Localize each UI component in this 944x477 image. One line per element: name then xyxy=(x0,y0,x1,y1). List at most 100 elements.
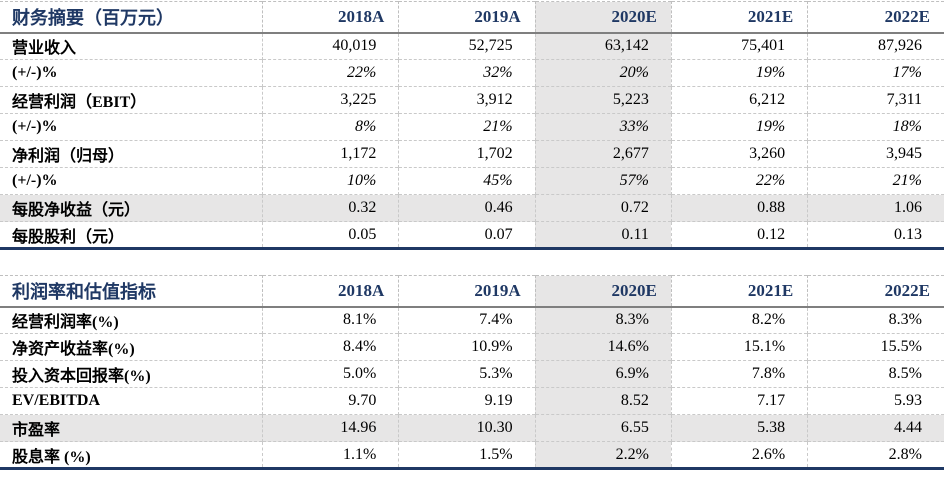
column-header-2019a: 2019A xyxy=(398,1,536,34)
cell-value: 87,926 xyxy=(807,32,944,60)
cell-value: 7.4% xyxy=(398,306,536,334)
cell-value: 0.72 xyxy=(534,194,672,222)
cell-value: 19% xyxy=(670,113,808,141)
row-label: 每股净收益（元） xyxy=(0,194,263,222)
cell-value: 9.70 xyxy=(262,387,399,415)
cell-value: 14.6% xyxy=(534,333,672,361)
cell-value: 57% xyxy=(534,167,672,195)
cell-value: 15.5% xyxy=(807,333,944,361)
row-label: 每股股利（元） xyxy=(0,221,263,250)
cell-value: 8.2% xyxy=(670,306,808,334)
cell-value: 5.0% xyxy=(262,360,399,388)
cell-value: 8% xyxy=(262,113,399,141)
row-label: 股息率 (%) xyxy=(0,441,263,470)
row-label: 营业收入 xyxy=(12,40,77,58)
cell-value: 75,401 xyxy=(670,32,808,60)
cell-value: 2.6% xyxy=(670,441,808,470)
cell-value: 0.13 xyxy=(807,221,944,250)
cell-value: 5.38 xyxy=(670,414,808,442)
cell-value: 14.96 xyxy=(262,414,399,442)
table-title: 利润率和估值指标 xyxy=(0,275,263,308)
table-row: 经营利润（EBIT） 3,225 3,912 5,223 6,212 7,311 xyxy=(0,86,944,114)
column-header-2020e: 2020E xyxy=(534,1,672,34)
cell-value: 0.32 xyxy=(262,194,399,222)
cell-value: 9.19 xyxy=(398,387,536,415)
table-row: 经营利润率(%) 8.1% 7.4% 8.3% 8.2% 8.3% xyxy=(0,306,944,334)
row-label: EV/EBITDA xyxy=(0,387,263,415)
valuation-metrics-table: 利润率和估值指标 2018A 2019A 2020E 2021E 2022E 经营利润率(%… xyxy=(0,275,944,470)
cell-value: 7.8% xyxy=(670,360,808,388)
cell-value: 19% xyxy=(670,59,808,87)
cell-value: 8.52 xyxy=(534,387,672,415)
cell-value: 5.3% xyxy=(398,360,536,388)
cell-value: 7.17 xyxy=(670,387,808,415)
table-row: 投入资本回报率(%) 5.0% 5.3% 6.9% 7.8% 8.5% xyxy=(0,360,944,388)
table-header-row: 利润率和估值指标 2018A 2019A 2020E 2021E 2022E xyxy=(0,275,944,308)
cell-value: 0.46 xyxy=(398,194,536,222)
cell-value: 63,142 xyxy=(534,32,672,60)
cell-value: 40,019 xyxy=(262,32,399,60)
table-row: 每股股利（元） 0.05 0.07 0.11 0.12 0.13 xyxy=(0,221,944,250)
cell-value: 22% xyxy=(670,167,808,195)
cell-value: 3,945 xyxy=(807,140,944,168)
row-label: (+/-)% xyxy=(0,59,263,87)
column-header-2022e: 2022E xyxy=(807,1,944,34)
cell-value: 6,212 xyxy=(670,86,808,114)
cell-value: 2.8% xyxy=(807,441,944,470)
financial-summary-table: 财务摘要（百万元） 2018A 2019A 2020E 2021E 2022E 营业收入 40… xyxy=(0,1,944,250)
cell-value: 10.9% xyxy=(398,333,536,361)
cell-value: 22% xyxy=(262,59,399,87)
table-row: (+/-)% 10% 45% 57% 22% 21% xyxy=(0,167,944,195)
cell-value: 18% xyxy=(807,113,944,141)
cell-value: 2,677 xyxy=(534,140,672,168)
table-row: (+/-)% 22% 32% 20% 19% 17% xyxy=(0,59,944,87)
row-label: (+/-)% xyxy=(0,167,263,195)
cell-value: 8.3% xyxy=(534,306,672,334)
cell-value: 0.12 xyxy=(670,221,808,250)
cell-value: 5.93 xyxy=(807,387,944,415)
table-title: 财务摘要（百万元） xyxy=(0,1,263,34)
table-row: 市盈率 14.96 10.30 6.55 5.38 4.44 xyxy=(0,414,944,442)
cell-value: 6.9% xyxy=(534,360,672,388)
cell-value: 1.5% xyxy=(398,441,536,470)
cell-value: 10% xyxy=(262,167,399,195)
row-label: 投入资本回报率(%) xyxy=(0,360,263,388)
table-header-row: 财务摘要（百万元） 2018A 2019A 2020E 2021E 2022E xyxy=(0,1,944,34)
row-label: (+/-)% xyxy=(0,113,263,141)
row-label: 净资产收益率(%) xyxy=(0,333,263,361)
row-label: 经营利润率(%) xyxy=(12,314,119,332)
table-row: 营业收入 40,019 52,725 63,142 75,401 87,926 xyxy=(0,32,944,60)
cell-value: 8.4% xyxy=(262,333,399,361)
cell-value: 15.1% xyxy=(670,333,808,361)
cell-value: 45% xyxy=(398,167,536,195)
cell-value: 1.1% xyxy=(262,441,399,470)
table-row: EV/EBITDA 9.70 9.19 8.52 7.17 5.93 xyxy=(0,387,944,415)
table-row: 每股净收益（元） 0.32 0.46 0.72 0.88 1.06 xyxy=(0,194,944,222)
cell-value: 21% xyxy=(807,167,944,195)
cell-value: 7,311 xyxy=(807,86,944,114)
column-header-2018a: 2018A xyxy=(262,275,399,308)
cell-value: 32% xyxy=(398,59,536,87)
cell-value: 0.88 xyxy=(670,194,808,222)
cell-value: 3,225 xyxy=(262,86,399,114)
cell-value: 5,223 xyxy=(534,86,672,114)
cell-value: 10.30 xyxy=(398,414,536,442)
table-row: 净利润（归母） 1,172 1,702 2,677 3,260 3,945 xyxy=(0,140,944,168)
table-row: (+/-)% 8% 21% 33% 19% 18% xyxy=(0,113,944,141)
cell-value: 0.11 xyxy=(534,221,672,250)
cell-value: 1,172 xyxy=(262,140,399,168)
cell-value: 3,912 xyxy=(398,86,536,114)
cell-value: 0.07 xyxy=(398,221,536,250)
cell-value: 20% xyxy=(534,59,672,87)
row-label: 市盈率 xyxy=(0,414,263,442)
cell-value: 33% xyxy=(534,113,672,141)
cell-value: 0.05 xyxy=(262,221,399,250)
column-header-2021e: 2021E xyxy=(670,1,808,34)
table-row: 股息率 (%) 1.1% 1.5% 2.2% 2.6% 2.8% xyxy=(0,441,944,470)
column-header-2019a: 2019A xyxy=(398,275,536,308)
row-label: 净利润（归母） xyxy=(0,140,263,168)
cell-value: 8.5% xyxy=(807,360,944,388)
column-header-2018a: 2018A xyxy=(262,1,399,34)
table-row: 净资产收益率(%) 8.4% 10.9% 14.6% 15.1% 15.5% xyxy=(0,333,944,361)
